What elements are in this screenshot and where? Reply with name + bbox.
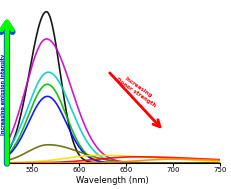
Text: Increasing
Donor strength: Increasing Donor strength [115, 72, 159, 108]
X-axis label: Wavelength (nm): Wavelength (nm) [76, 176, 149, 185]
Text: Increasing emission intensity: Increasing emission intensity [1, 54, 6, 135]
